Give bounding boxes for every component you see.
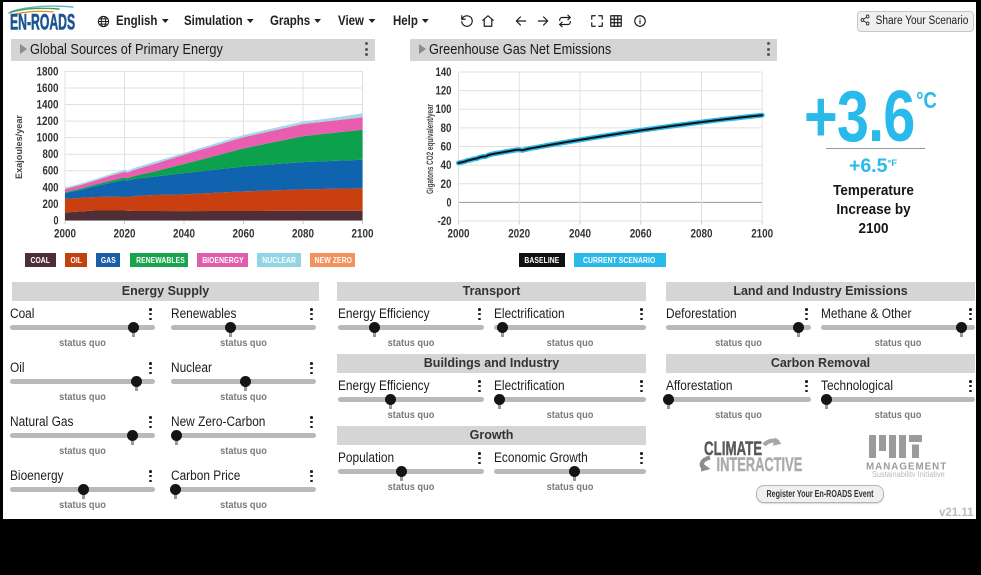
svg-text:Sustainability Initiative: Sustainability Initiative xyxy=(872,470,945,477)
svg-text:2100: 2100 xyxy=(751,229,773,241)
svg-text:40: 40 xyxy=(441,160,452,172)
svg-text:60: 60 xyxy=(441,142,452,154)
svg-text:Gigatons CO2 equivalent/year: Gigatons CO2 equivalent/year xyxy=(425,104,435,194)
svg-text:Exajoules/year: Exajoules/year xyxy=(14,115,24,179)
svg-text:2100: 2100 xyxy=(352,229,374,241)
svg-text:2060: 2060 xyxy=(233,229,255,241)
svg-text:140: 140 xyxy=(436,67,452,79)
svg-text:2020: 2020 xyxy=(508,229,530,241)
svg-text:-20: -20 xyxy=(438,216,452,228)
svg-text:200: 200 xyxy=(43,199,59,211)
svg-text:2080: 2080 xyxy=(292,229,314,241)
svg-text:1400: 1400 xyxy=(37,100,59,112)
svg-text:CLIMATE: CLIMATE xyxy=(704,438,762,460)
svg-text:2040: 2040 xyxy=(569,229,591,241)
svg-text:800: 800 xyxy=(43,149,59,161)
svg-text:0: 0 xyxy=(54,215,59,227)
svg-text:MANAGEMENT: MANAGEMENT xyxy=(866,461,947,472)
svg-text:0: 0 xyxy=(447,197,452,209)
svg-text:2020: 2020 xyxy=(114,229,136,241)
svg-text:1800: 1800 xyxy=(37,66,59,78)
svg-text:80: 80 xyxy=(441,123,452,135)
svg-text:INTERACTIVE: INTERACTIVE xyxy=(717,454,803,476)
svg-text:1600: 1600 xyxy=(37,83,59,95)
svg-text:1000: 1000 xyxy=(37,133,59,145)
svg-text:1200: 1200 xyxy=(37,116,59,128)
svg-text:120: 120 xyxy=(436,86,452,98)
svg-text:100: 100 xyxy=(436,104,452,116)
svg-text:2060: 2060 xyxy=(630,229,652,241)
svg-text:2000: 2000 xyxy=(448,229,470,241)
svg-text:2040: 2040 xyxy=(173,229,195,241)
svg-text:20: 20 xyxy=(441,179,452,191)
svg-text:2080: 2080 xyxy=(691,229,713,241)
svg-text:2000: 2000 xyxy=(54,229,76,241)
svg-text:400: 400 xyxy=(43,182,59,194)
svg-text:EN-ROADS: EN-ROADS xyxy=(10,9,75,33)
svg-text:600: 600 xyxy=(43,166,59,178)
